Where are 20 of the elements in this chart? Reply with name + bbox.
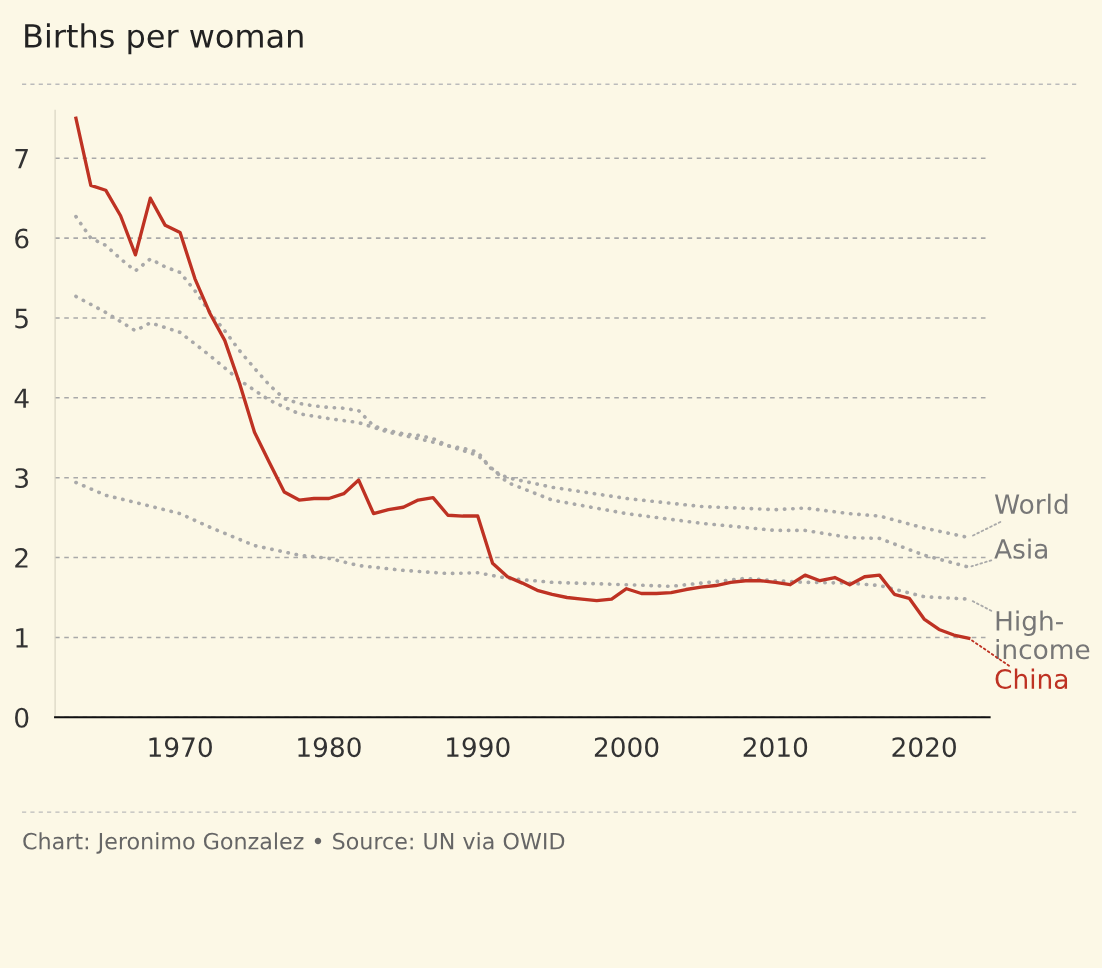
y-tick-label: 6 [15,228,29,249]
y-tick-label: 2 [15,548,28,568]
y-tick-label: 7 [15,149,28,169]
x-tick-label: 2000 [594,737,659,758]
y-tick-label: 5 [15,308,28,329]
chart-title: Births per woman [25,23,303,55]
x-tick-label: 2010 [743,737,808,758]
series-label: World [994,493,1068,515]
y-tick-label: 1 [16,628,28,648]
legend-label: China [995,668,1068,690]
text: Chart: Jeronimo Gonzalez • Source: UN via OWID [23,832,565,854]
x-tick-label: 1990 [447,737,510,758]
series-label: Asia [994,538,1047,559]
y-tick-label: 0 [15,707,29,728]
x-tick-label: 1970 [149,737,212,758]
x-tick-label: 2020 [892,737,956,758]
y-tick-label: 3 [15,468,28,489]
y-tick-label: 4 [14,388,29,408]
legend-label: High-income [996,610,1090,660]
x-tick-label: 1980 [298,737,361,758]
